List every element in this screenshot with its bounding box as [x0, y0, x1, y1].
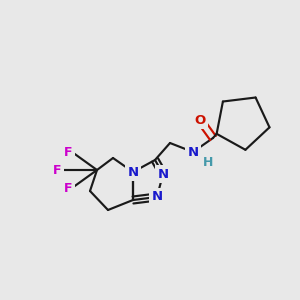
Text: N: N: [128, 166, 139, 178]
Text: N: N: [188, 146, 199, 158]
Text: F: F: [53, 164, 61, 176]
Text: F: F: [64, 146, 72, 158]
Text: H: H: [203, 155, 213, 169]
Text: F: F: [64, 182, 72, 194]
Text: O: O: [194, 113, 206, 127]
Text: N: N: [152, 190, 163, 203]
Text: N: N: [158, 167, 169, 181]
